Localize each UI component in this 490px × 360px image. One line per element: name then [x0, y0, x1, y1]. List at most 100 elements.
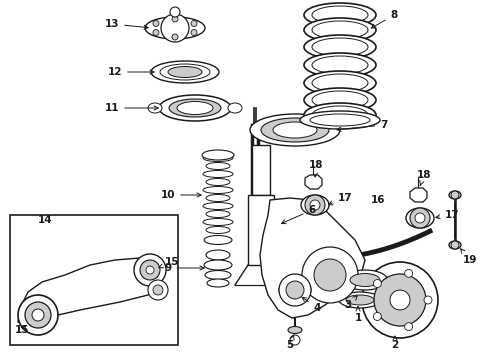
Polygon shape	[260, 198, 365, 318]
Circle shape	[286, 281, 304, 299]
Polygon shape	[305, 175, 322, 189]
Circle shape	[424, 296, 432, 304]
Ellipse shape	[312, 38, 368, 56]
Text: 4: 4	[302, 297, 320, 313]
Circle shape	[32, 309, 44, 321]
Ellipse shape	[346, 295, 374, 305]
Ellipse shape	[312, 21, 368, 39]
Ellipse shape	[159, 95, 231, 121]
Circle shape	[305, 195, 325, 215]
Ellipse shape	[206, 226, 230, 234]
Text: 3: 3	[344, 296, 357, 310]
Circle shape	[373, 312, 381, 320]
Text: 16: 16	[371, 195, 385, 205]
Text: 9: 9	[165, 263, 204, 273]
Circle shape	[373, 280, 381, 288]
Circle shape	[279, 274, 311, 306]
Bar	[252, 145, 270, 195]
Circle shape	[290, 335, 300, 345]
Ellipse shape	[449, 191, 461, 199]
Text: 12: 12	[108, 67, 154, 77]
Text: 11: 11	[105, 103, 158, 113]
Text: 17: 17	[329, 193, 352, 205]
Bar	[248, 195, 274, 265]
Ellipse shape	[304, 71, 376, 95]
Ellipse shape	[304, 35, 376, 59]
Ellipse shape	[304, 103, 376, 127]
Ellipse shape	[205, 270, 231, 279]
Ellipse shape	[148, 103, 162, 113]
Ellipse shape	[406, 208, 434, 228]
Circle shape	[18, 295, 58, 335]
Ellipse shape	[250, 114, 340, 146]
Circle shape	[140, 260, 160, 280]
Circle shape	[451, 241, 459, 249]
Text: 15: 15	[159, 257, 179, 268]
Polygon shape	[410, 188, 427, 202]
Circle shape	[405, 323, 413, 330]
Ellipse shape	[206, 194, 230, 202]
Circle shape	[415, 213, 425, 223]
Ellipse shape	[304, 53, 376, 77]
Circle shape	[25, 302, 51, 328]
Text: 19: 19	[461, 249, 477, 265]
Text: 2: 2	[392, 336, 399, 350]
Ellipse shape	[151, 61, 219, 83]
Text: 1: 1	[354, 307, 362, 323]
Text: 7: 7	[337, 120, 388, 131]
Text: 13: 13	[105, 19, 148, 29]
Circle shape	[134, 254, 166, 286]
Ellipse shape	[273, 122, 317, 138]
Ellipse shape	[168, 67, 202, 77]
Polygon shape	[18, 258, 162, 325]
Ellipse shape	[204, 260, 232, 270]
Ellipse shape	[203, 219, 233, 225]
Circle shape	[172, 16, 178, 22]
Ellipse shape	[228, 103, 242, 113]
Circle shape	[191, 21, 197, 27]
Ellipse shape	[202, 150, 234, 160]
Bar	[10, 215, 178, 345]
Circle shape	[302, 247, 358, 303]
Circle shape	[410, 208, 430, 228]
Circle shape	[148, 280, 168, 300]
Ellipse shape	[169, 99, 221, 117]
Ellipse shape	[312, 56, 368, 74]
Ellipse shape	[160, 64, 210, 80]
Ellipse shape	[203, 186, 233, 194]
Ellipse shape	[207, 279, 229, 287]
Circle shape	[405, 269, 413, 277]
Ellipse shape	[206, 162, 230, 170]
Text: 17: 17	[436, 210, 459, 220]
Ellipse shape	[304, 18, 376, 42]
Text: 15: 15	[15, 325, 29, 335]
Circle shape	[374, 274, 426, 326]
Ellipse shape	[310, 114, 370, 126]
Ellipse shape	[449, 241, 461, 249]
Circle shape	[153, 21, 159, 27]
Ellipse shape	[312, 106, 368, 124]
Text: 10: 10	[161, 190, 201, 200]
Circle shape	[153, 30, 159, 36]
Circle shape	[172, 34, 178, 40]
Circle shape	[153, 285, 163, 295]
Text: 18: 18	[309, 160, 323, 177]
Ellipse shape	[261, 118, 329, 142]
Ellipse shape	[203, 171, 233, 177]
Text: 18: 18	[417, 170, 431, 185]
Ellipse shape	[304, 3, 376, 27]
Circle shape	[146, 266, 154, 274]
Ellipse shape	[177, 102, 213, 114]
Ellipse shape	[203, 154, 233, 162]
Circle shape	[191, 30, 197, 36]
Circle shape	[390, 290, 410, 310]
Ellipse shape	[312, 6, 368, 24]
Text: 14: 14	[38, 215, 52, 225]
Ellipse shape	[312, 91, 368, 109]
Ellipse shape	[204, 235, 232, 244]
Ellipse shape	[279, 280, 311, 300]
Circle shape	[310, 200, 320, 210]
Text: 6: 6	[282, 205, 316, 224]
Ellipse shape	[301, 195, 329, 215]
Text: 5: 5	[286, 335, 294, 350]
